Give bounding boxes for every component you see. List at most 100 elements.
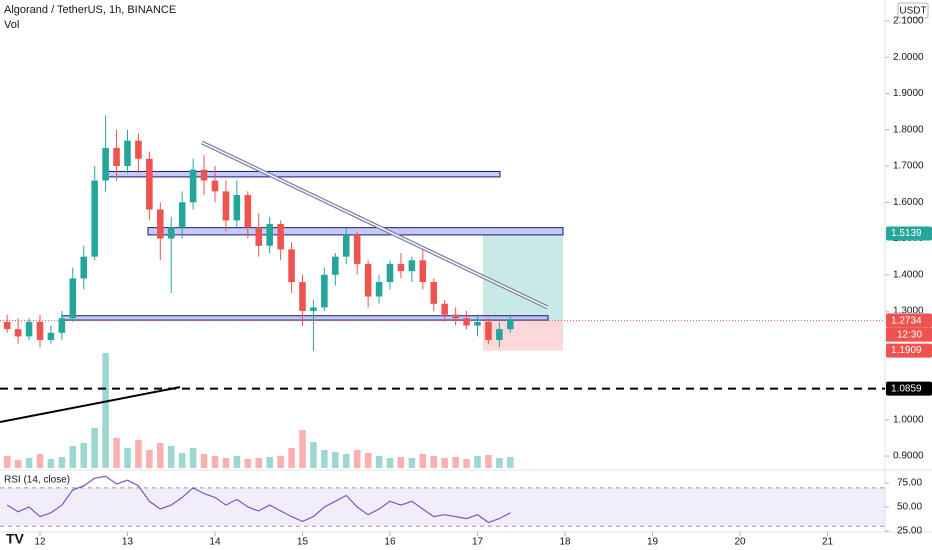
candle-body: [69, 278, 77, 319]
volume-bar: [200, 454, 208, 468]
price-marker-label: 1.5139: [891, 228, 922, 239]
candle-body: [397, 263, 405, 272]
x-tick-label: 21: [822, 537, 834, 548]
candle-body: [14, 329, 22, 337]
y-tick-label: 1.7000: [893, 161, 924, 172]
price-marker-label: 1.1909: [891, 345, 922, 356]
price-marker-label: 1.2734: [891, 315, 922, 326]
price-marker: [886, 313, 932, 328]
candle-body: [277, 224, 284, 250]
currency[interactable]: USDT: [899, 6, 926, 17]
volume-bar: [233, 456, 241, 468]
volume-bar: [463, 459, 470, 468]
candle-body: [102, 147, 109, 181]
volume-bar: [496, 458, 503, 468]
candle-body: [353, 234, 361, 264]
x-tick-label: 19: [647, 537, 659, 548]
candle-body: [452, 314, 459, 319]
target-zone: [483, 233, 563, 321]
volume-bar: [266, 457, 273, 468]
candle-body: [507, 320, 514, 330]
candle-body: [266, 224, 273, 246]
candle-body: [135, 140, 142, 159]
candle-body: [244, 195, 252, 228]
x-tick-label: 14: [209, 537, 221, 548]
volume-bar: [36, 454, 44, 468]
volume-bar: [332, 452, 339, 468]
volume-bar: [124, 448, 131, 468]
rsi-band: [0, 487, 885, 527]
volume-bar: [485, 455, 492, 468]
volume-bar: [310, 442, 317, 468]
y-tick-label: 2.0000: [893, 52, 924, 63]
candle-body: [419, 260, 427, 283]
volume-bar: [430, 456, 438, 468]
trendline-inner: [201, 141, 548, 309]
candle-body: [332, 256, 339, 275]
volume-bar: [408, 458, 416, 468]
candle-body: [47, 332, 55, 341]
candle-body: [342, 234, 350, 257]
candle-body: [211, 180, 219, 192]
candle-body: [408, 260, 416, 272]
volume-bar: [419, 454, 427, 468]
rsi-tick-label: 50.00: [897, 502, 922, 513]
volume-bar: [102, 353, 109, 468]
candle-body: [80, 256, 88, 279]
price-marker: [886, 226, 932, 241]
volume-bar: [135, 440, 142, 468]
rsi-line: [6, 475, 511, 524]
volume-bar: [58, 457, 66, 468]
candle-body: [3, 321, 11, 330]
candle-body: [36, 321, 44, 341]
stop-zone: [483, 320, 563, 351]
price-marker: [886, 343, 932, 358]
candle-body: [233, 195, 241, 221]
countdown-box: [886, 327, 932, 342]
volume-bar: [14, 460, 22, 468]
volume-bar: [167, 446, 175, 468]
y-tick-label: 0.9000: [893, 451, 924, 462]
x-tick-label: 16: [384, 537, 396, 548]
candle-body: [113, 147, 120, 167]
volume-bar: [364, 453, 372, 468]
volume-bar: [157, 443, 164, 468]
volume-bar: [47, 459, 55, 468]
candle-body: [310, 307, 317, 312]
volume-bar: [3, 456, 11, 468]
svg-text:TV: TV: [6, 531, 25, 547]
x-tick-label: 12: [34, 537, 46, 548]
zone: [61, 315, 549, 321]
volume-bar: [386, 458, 394, 468]
price-marker-label: 1.0859: [891, 383, 922, 394]
candle-body: [222, 191, 230, 221]
volume-bar: [113, 438, 120, 468]
candle-body: [299, 282, 306, 312]
rsi-tick-label: 75.00: [897, 478, 922, 489]
x-tick-label: 15: [297, 537, 309, 548]
volume-bar: [397, 457, 405, 468]
volume-bar: [80, 443, 88, 468]
volume-bar: [146, 450, 153, 468]
volume-bar: [255, 458, 263, 468]
volume-bar: [277, 456, 284, 468]
currency-box[interactable]: [897, 2, 929, 19]
candle-body: [58, 318, 66, 333]
volume-bar: [353, 450, 361, 468]
candle-body: [146, 158, 153, 210]
volume-bar: [342, 454, 350, 468]
zone: [105, 170, 501, 178]
candle-body: [375, 282, 383, 297]
countdown: 12:30: [897, 329, 922, 340]
y-tick-label: 1.4000: [893, 269, 924, 280]
candle-body: [496, 329, 503, 341]
volume-bar: [244, 459, 252, 468]
candle-body: [189, 169, 197, 203]
volume-bar: [91, 428, 98, 468]
volume-bar: [69, 446, 77, 468]
volume-bar: [375, 456, 383, 468]
x-tick-label: 13: [122, 537, 134, 548]
y-tick-label: 2.1000: [893, 16, 924, 27]
logo: TV: [6, 531, 25, 547]
